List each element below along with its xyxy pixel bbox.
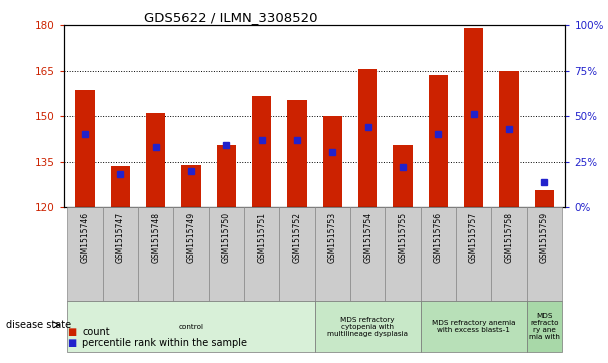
Bar <box>323 116 342 207</box>
Text: control: control <box>179 324 204 330</box>
Bar <box>181 164 201 207</box>
Bar <box>209 207 244 301</box>
Text: GSM1515757: GSM1515757 <box>469 212 478 263</box>
Text: MDS refractory
cytopenia with
multilineage dysplasia: MDS refractory cytopenia with multilinea… <box>327 317 408 337</box>
Bar <box>464 28 483 207</box>
Bar <box>146 113 165 207</box>
Text: GSM1515753: GSM1515753 <box>328 212 337 263</box>
Text: MDS refractory anemia
with excess blasts-1: MDS refractory anemia with excess blasts… <box>432 320 516 333</box>
Text: GSM1515755: GSM1515755 <box>398 212 407 263</box>
Text: GSM1515758: GSM1515758 <box>505 212 513 262</box>
Bar <box>315 207 350 301</box>
Bar <box>279 207 315 301</box>
Text: GSM1515748: GSM1515748 <box>151 212 160 262</box>
Text: count: count <box>82 327 109 337</box>
Text: GSM1515751: GSM1515751 <box>257 212 266 262</box>
Bar <box>421 207 456 301</box>
Bar <box>499 71 519 207</box>
Bar <box>67 301 315 352</box>
Bar <box>315 301 421 352</box>
Text: GSM1515747: GSM1515747 <box>116 212 125 263</box>
Bar <box>421 301 527 352</box>
Bar <box>111 166 130 207</box>
Bar <box>173 207 209 301</box>
Text: GSM1515746: GSM1515746 <box>80 212 89 263</box>
Text: GSM1515752: GSM1515752 <box>292 212 302 262</box>
Bar <box>252 97 271 207</box>
Text: GSM1515754: GSM1515754 <box>363 212 372 263</box>
Bar <box>534 190 554 207</box>
Bar <box>527 301 562 352</box>
Text: ■: ■ <box>67 327 76 337</box>
Bar <box>527 207 562 301</box>
Bar <box>287 99 306 207</box>
Bar <box>358 69 378 207</box>
Bar <box>491 207 527 301</box>
Bar <box>429 75 448 207</box>
Bar <box>67 207 103 301</box>
Text: GSM1515759: GSM1515759 <box>540 212 549 263</box>
Text: GDS5622 / ILMN_3308520: GDS5622 / ILMN_3308520 <box>144 11 318 24</box>
Text: disease state: disease state <box>6 320 71 330</box>
Bar <box>456 207 491 301</box>
Bar <box>75 90 95 207</box>
Text: percentile rank within the sample: percentile rank within the sample <box>82 338 247 348</box>
Bar <box>244 207 279 301</box>
Bar <box>138 207 173 301</box>
Bar <box>385 207 421 301</box>
Text: GSM1515750: GSM1515750 <box>222 212 231 263</box>
Text: MDS
refracto
ry ane
mia with: MDS refracto ry ane mia with <box>529 313 560 340</box>
Text: ■: ■ <box>67 338 76 348</box>
Bar <box>216 145 236 207</box>
Text: GSM1515756: GSM1515756 <box>434 212 443 263</box>
Text: GSM1515749: GSM1515749 <box>187 212 196 263</box>
Bar <box>393 145 413 207</box>
Bar <box>103 207 138 301</box>
Bar <box>350 207 385 301</box>
